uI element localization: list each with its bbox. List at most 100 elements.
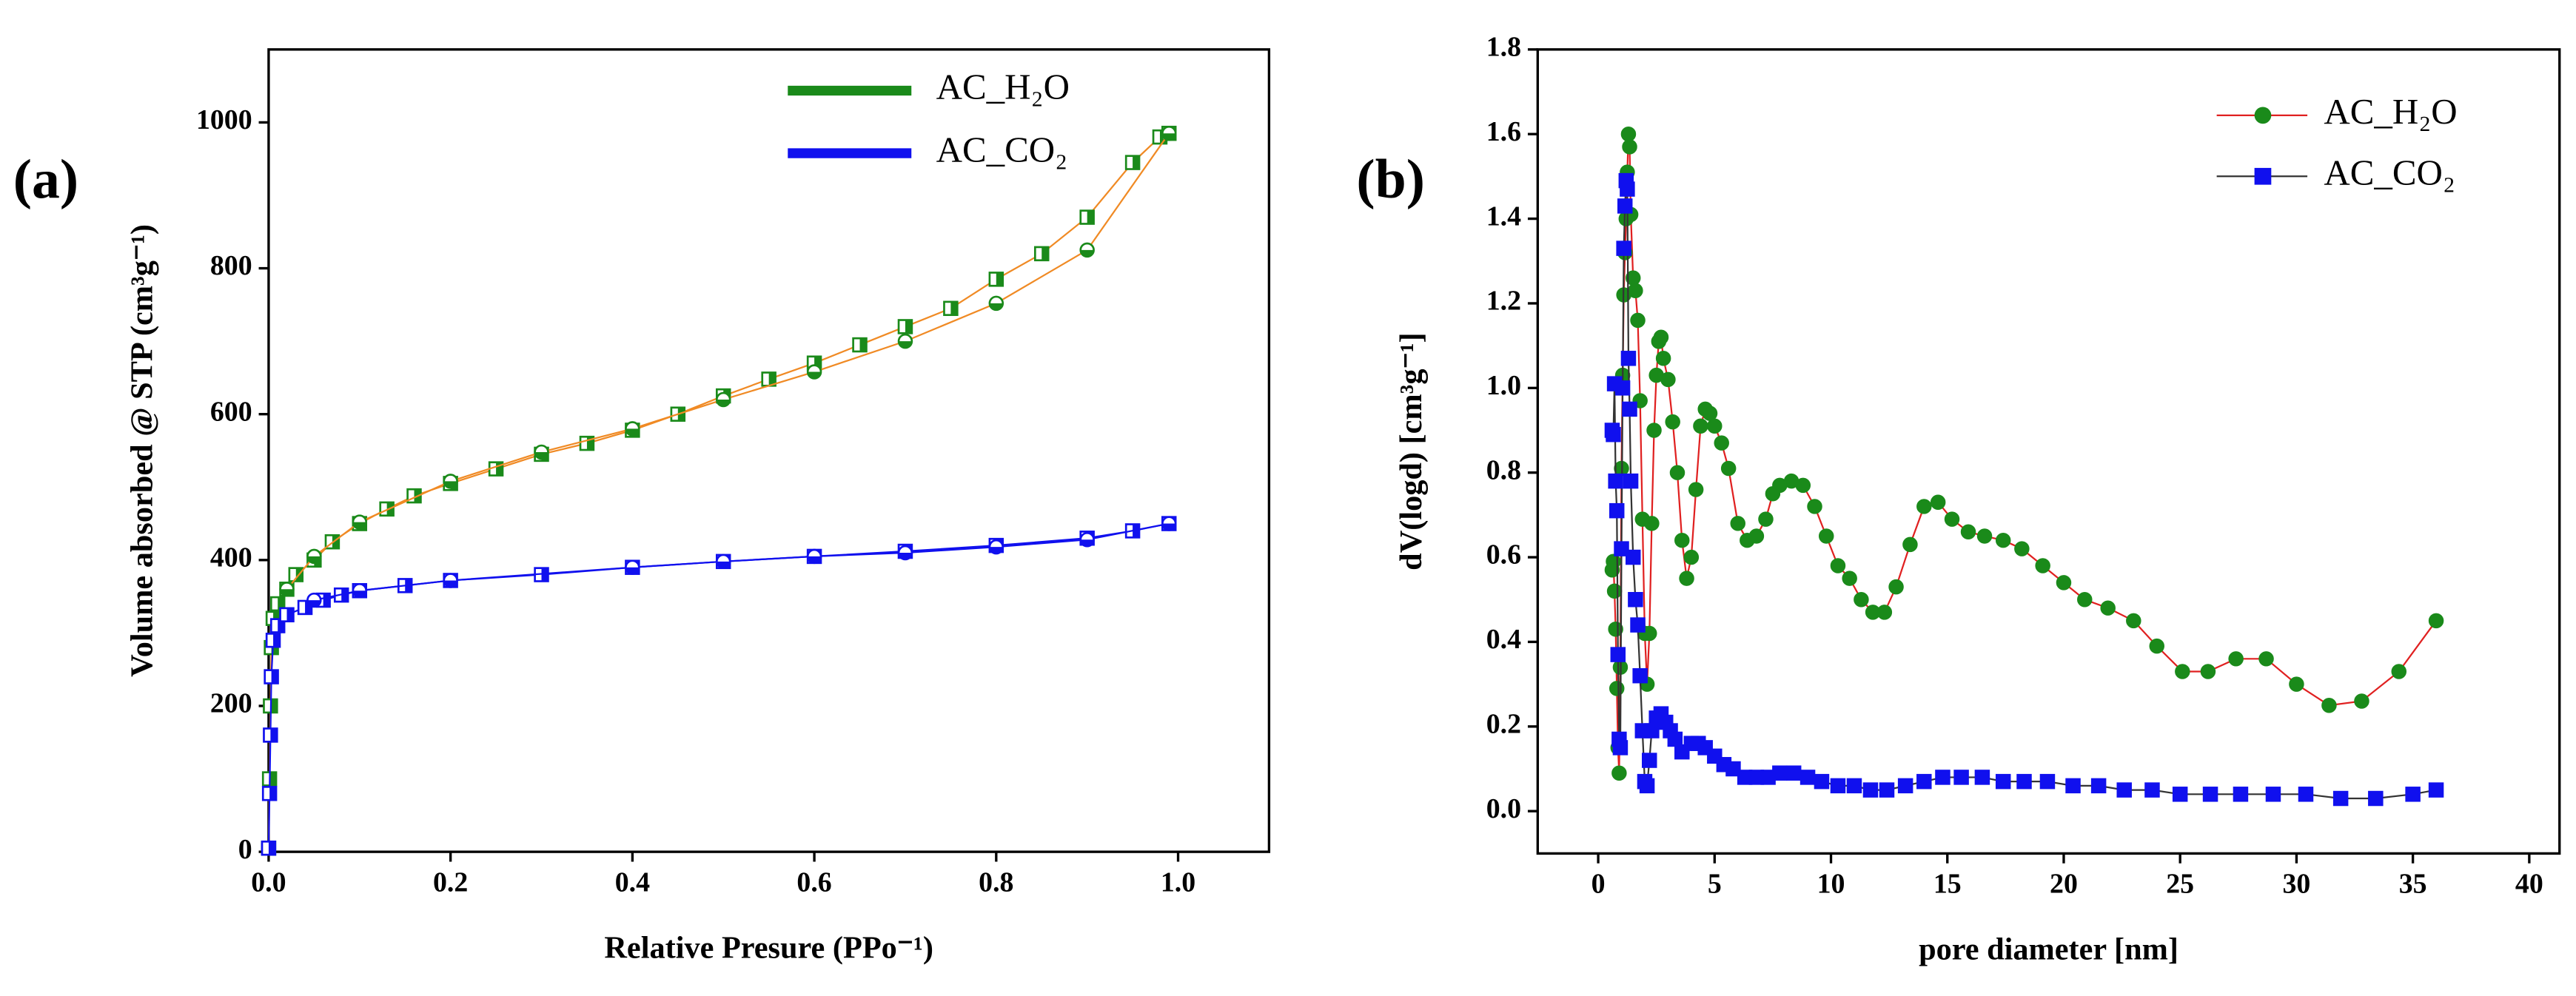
- marker-shape: [2016, 773, 2032, 790]
- marker-shape: [1902, 536, 1918, 553]
- marker-shape: [2202, 787, 2218, 802]
- data-point: [1622, 139, 1637, 155]
- marker-shape: [1976, 528, 1993, 544]
- y-tick-label: 400: [210, 542, 252, 573]
- data-point: [1674, 532, 1690, 548]
- marker-half: [989, 303, 1003, 310]
- marker-shape: [1953, 770, 1969, 785]
- data-point: [852, 337, 868, 353]
- marker-shape: [2172, 787, 2188, 802]
- data-point: [1976, 528, 1993, 544]
- marker-shape: [1785, 765, 1802, 781]
- marker-shape: [1612, 740, 1629, 756]
- data-point: [1079, 532, 1095, 548]
- data-point: [1960, 524, 1976, 539]
- marker-shape: [1644, 516, 1660, 531]
- marker-half: [323, 593, 330, 607]
- data-point: [269, 596, 286, 612]
- marker-half: [768, 372, 776, 386]
- marker-shape: [1622, 401, 1637, 417]
- y-tick-label: 0.8: [1486, 454, 1521, 485]
- data-point: [1807, 499, 1822, 514]
- series-line: [314, 522, 1170, 602]
- marker-shape: [1995, 532, 2011, 548]
- marker-shape: [1614, 380, 1631, 396]
- x-tick-label: 30: [2282, 869, 2310, 900]
- data-point: [897, 545, 913, 561]
- y-tick-label: 0.6: [1486, 539, 1521, 571]
- data-point: [1606, 426, 1621, 443]
- marker-shape: [2144, 782, 2160, 798]
- series-line: [267, 522, 1170, 849]
- data-point: [1725, 761, 1741, 777]
- marker-half: [625, 428, 640, 436]
- data-point: [1707, 418, 1723, 434]
- marker-half: [341, 588, 349, 602]
- marker-shape: [1730, 516, 1745, 531]
- marker-half: [496, 462, 503, 476]
- y-tick-label: 800: [210, 250, 252, 281]
- data-point: [2035, 558, 2050, 573]
- marker-half: [271, 670, 278, 684]
- marker-shape: [2321, 697, 2337, 713]
- marker-shape: [1620, 181, 1635, 197]
- y-tick-label: 1000: [196, 104, 252, 135]
- data-point: [1888, 579, 1904, 595]
- series-line: [267, 132, 1170, 849]
- series-line: [1611, 134, 2437, 773]
- marker-half: [899, 341, 912, 349]
- data-point: [1639, 778, 1655, 794]
- data-point: [1124, 155, 1141, 170]
- series-line: [286, 132, 1170, 590]
- marker-shape: [1639, 778, 1655, 794]
- y-tick-label: 600: [210, 396, 252, 427]
- marker-shape: [1818, 528, 1834, 544]
- marker-shape: [2254, 167, 2272, 185]
- legend-label: AC_CO₂: [2324, 152, 2455, 193]
- marker-half: [677, 407, 685, 421]
- data-point: [1079, 209, 1095, 225]
- data-point: [1642, 625, 1657, 642]
- data-point: [261, 786, 278, 801]
- data-point: [1818, 528, 1834, 544]
- x-tick-label: 0.0: [251, 867, 286, 898]
- data-point: [988, 539, 1004, 555]
- marker-shape: [1772, 765, 1788, 781]
- marker-shape: [1854, 592, 1869, 608]
- marker-shape: [1667, 731, 1683, 747]
- data-point: [306, 592, 322, 608]
- data-point: [1679, 571, 1694, 586]
- marker-shape: [1799, 770, 1816, 785]
- marker-shape: [1879, 782, 1895, 798]
- data-point: [1616, 240, 1631, 256]
- data-point: [1974, 770, 1990, 785]
- data-point: [1614, 541, 1629, 556]
- data-point: [1795, 477, 1811, 494]
- marker-half: [1162, 523, 1176, 531]
- data-point: [1916, 773, 1932, 790]
- data-point: [1730, 516, 1745, 531]
- marker-shape: [1642, 625, 1657, 642]
- data-point: [263, 727, 278, 743]
- marker-shape: [1628, 283, 1643, 299]
- marker-shape: [1606, 583, 1623, 599]
- marker-half: [1080, 249, 1094, 257]
- marker-shape: [1830, 778, 1846, 794]
- marker-shape: [1653, 329, 1669, 345]
- marker-half: [352, 590, 366, 598]
- data-point: [1623, 473, 1639, 489]
- marker-shape: [2014, 541, 2030, 556]
- data-point: [1862, 782, 1879, 798]
- series-line: [1611, 180, 2437, 800]
- y-tick-label: 200: [210, 688, 252, 719]
- data-point: [2065, 778, 2081, 794]
- marker-shape: [1628, 592, 1643, 608]
- marker-half: [307, 600, 321, 607]
- data-point: [1628, 592, 1643, 608]
- legend-label: AC_H₂O: [936, 67, 1070, 107]
- marker-shape: [1630, 617, 1646, 633]
- data-point: [1688, 482, 1704, 497]
- x-tick-label: 1.0: [1161, 867, 1195, 898]
- marker-shape: [1707, 418, 1723, 434]
- data-point: [1785, 765, 1802, 781]
